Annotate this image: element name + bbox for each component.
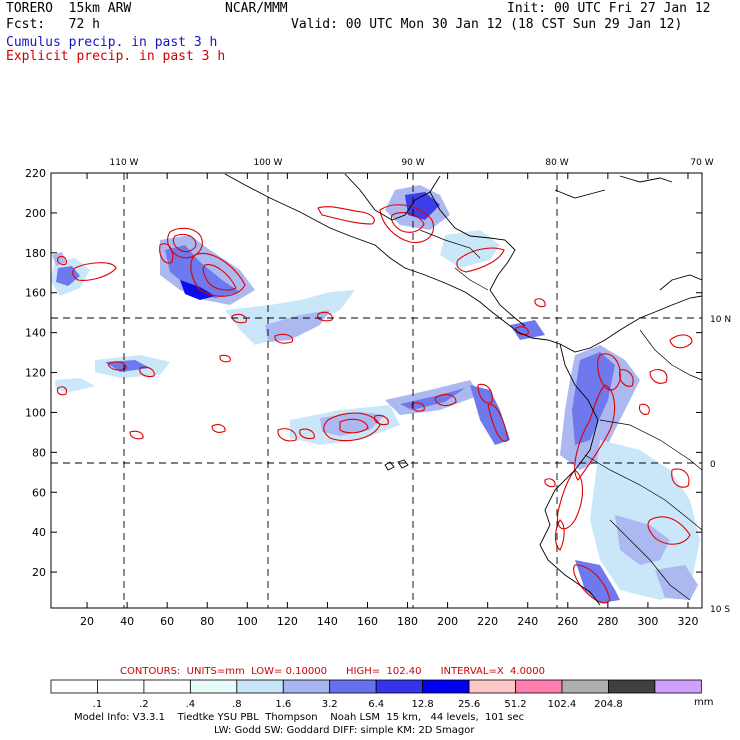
colorbar-swatch (97, 679, 145, 694)
explicit-legend-line: Explicit precip. in past 3 h (6, 49, 226, 64)
lat-lon-gridlines (51, 173, 702, 608)
explicit-precip-contours (57, 204, 693, 604)
top-lon-label: 80 W (545, 158, 568, 168)
bottom-x-label: 140 (317, 615, 338, 628)
colorbar-tick-label: 3.2 (322, 699, 338, 710)
colorbar-swatch (282, 679, 331, 694)
colorbar-tick-label: 25.6 (458, 699, 480, 710)
top-lon-label: 110 W (110, 158, 139, 168)
map-frame (50, 172, 703, 609)
left-y-label: 80 (32, 446, 46, 459)
colorbar-tick-label: 1.6 (275, 699, 291, 710)
left-y-label: 140 (25, 327, 46, 340)
colorbar-tick-label: 102.4 (548, 699, 577, 710)
colorbar-swatch (654, 679, 702, 694)
bottom-x-label: 160 (357, 615, 378, 628)
country-borders (419, 229, 703, 601)
coastlines (224, 173, 703, 606)
bottom-x-label: 240 (517, 615, 538, 628)
right-lat-label: 10 N (710, 315, 731, 325)
axis-labels: 110 W 100 W 90 W 80 W 70 W 10 N 0 10 S 220 200 180… (25, 158, 731, 628)
bottom-x-label: 220 (477, 615, 498, 628)
top-lon-label: 90 W (401, 158, 424, 168)
bottom-x-label: 260 (557, 615, 578, 628)
left-y-label: 200 (25, 207, 46, 220)
bottom-x-label: 120 (277, 615, 298, 628)
colorbar-swatch (143, 679, 191, 694)
top-lon-label: 100 W (254, 158, 283, 168)
colorbar-tick-label: .1 (93, 699, 103, 710)
bottom-x-label: 180 (397, 615, 418, 628)
bottom-x-label: 20 (80, 615, 94, 628)
bottom-x-label: 40 (120, 615, 134, 628)
cumulus-precip-shading (50, 185, 700, 603)
colorbar-swatch (375, 679, 424, 694)
right-lat-label: 10 S (710, 605, 730, 615)
model-info-line1: Model Info: V3.3.1 Tiedtke YSU PBL Thomp… (74, 712, 525, 723)
colorbar-swatch (50, 679, 98, 694)
center-label: NCAR/MMM (225, 1, 288, 16)
bottom-x-label: 280 (597, 615, 618, 628)
colorbar-swatch (515, 679, 563, 694)
colorbar-tick-label: .2 (139, 699, 149, 710)
model-info-line2: LW: Godd SW: Goddard DIFF: simple KM: 2D… (214, 725, 475, 736)
colorbar-tick-label: 12.8 (411, 699, 433, 710)
colorbar-tick-label: 51.2 (504, 699, 526, 710)
left-y-label: 220 (25, 167, 46, 180)
model-title: TORERO 15km ARW (6, 1, 132, 16)
axis-ticks (51, 172, 702, 608)
cumulus-legend-line: Cumulus precip. in past 3 h (6, 35, 218, 50)
left-y-label: 180 (25, 247, 46, 260)
bottom-x-label: 320 (677, 615, 698, 628)
colorbar-swatch (329, 679, 377, 694)
colorbar-tick-label: 204.8 (594, 699, 623, 710)
top-lon-label: 70 W (690, 158, 713, 168)
left-y-label: 60 (32, 486, 46, 499)
colorbar-unit: mm (694, 697, 714, 708)
left-y-label: 100 (25, 406, 46, 419)
colorbar: .1 .2 .4 .8 1.6 3.2 6.4 12.8 25.6 51.2 102.4 204.8 (50, 679, 702, 710)
valid-time: Valid: 00 UTC Mon 30 Jan 12 (18 CST Sun … (291, 17, 683, 32)
left-y-label: 160 (25, 287, 46, 300)
left-y-label: 20 (32, 566, 46, 579)
bottom-x-label: 100 (237, 615, 258, 628)
colorbar-tick-label: 6.4 (368, 699, 384, 710)
bottom-x-label: 60 (160, 615, 174, 628)
colorbar-tick-label: .4 (186, 699, 196, 710)
right-lat-label: 0 (710, 460, 716, 470)
init-time: Init: 00 UTC Fri 27 Jan 12 (507, 1, 711, 16)
colorbar-swatch (422, 679, 470, 694)
left-y-label: 120 (25, 367, 46, 380)
bottom-x-label: 200 (437, 615, 458, 628)
contour-info: CONTOURS: UNITS=mm LOW= 0.10000 HIGH= 10… (120, 666, 546, 677)
colorbar-swatch (561, 679, 609, 694)
bottom-x-label: 80 (200, 615, 214, 628)
forecast-hour: Fcst: 72 h (6, 17, 100, 32)
bottom-x-label: 300 (637, 615, 658, 628)
colorbar-swatch (468, 679, 516, 694)
colorbar-tick-label: .8 (232, 699, 242, 710)
colorbar-swatch (608, 679, 656, 694)
colorbar-swatch (236, 679, 284, 694)
colorbar-swatch (189, 679, 238, 694)
left-y-label: 40 (32, 526, 46, 539)
